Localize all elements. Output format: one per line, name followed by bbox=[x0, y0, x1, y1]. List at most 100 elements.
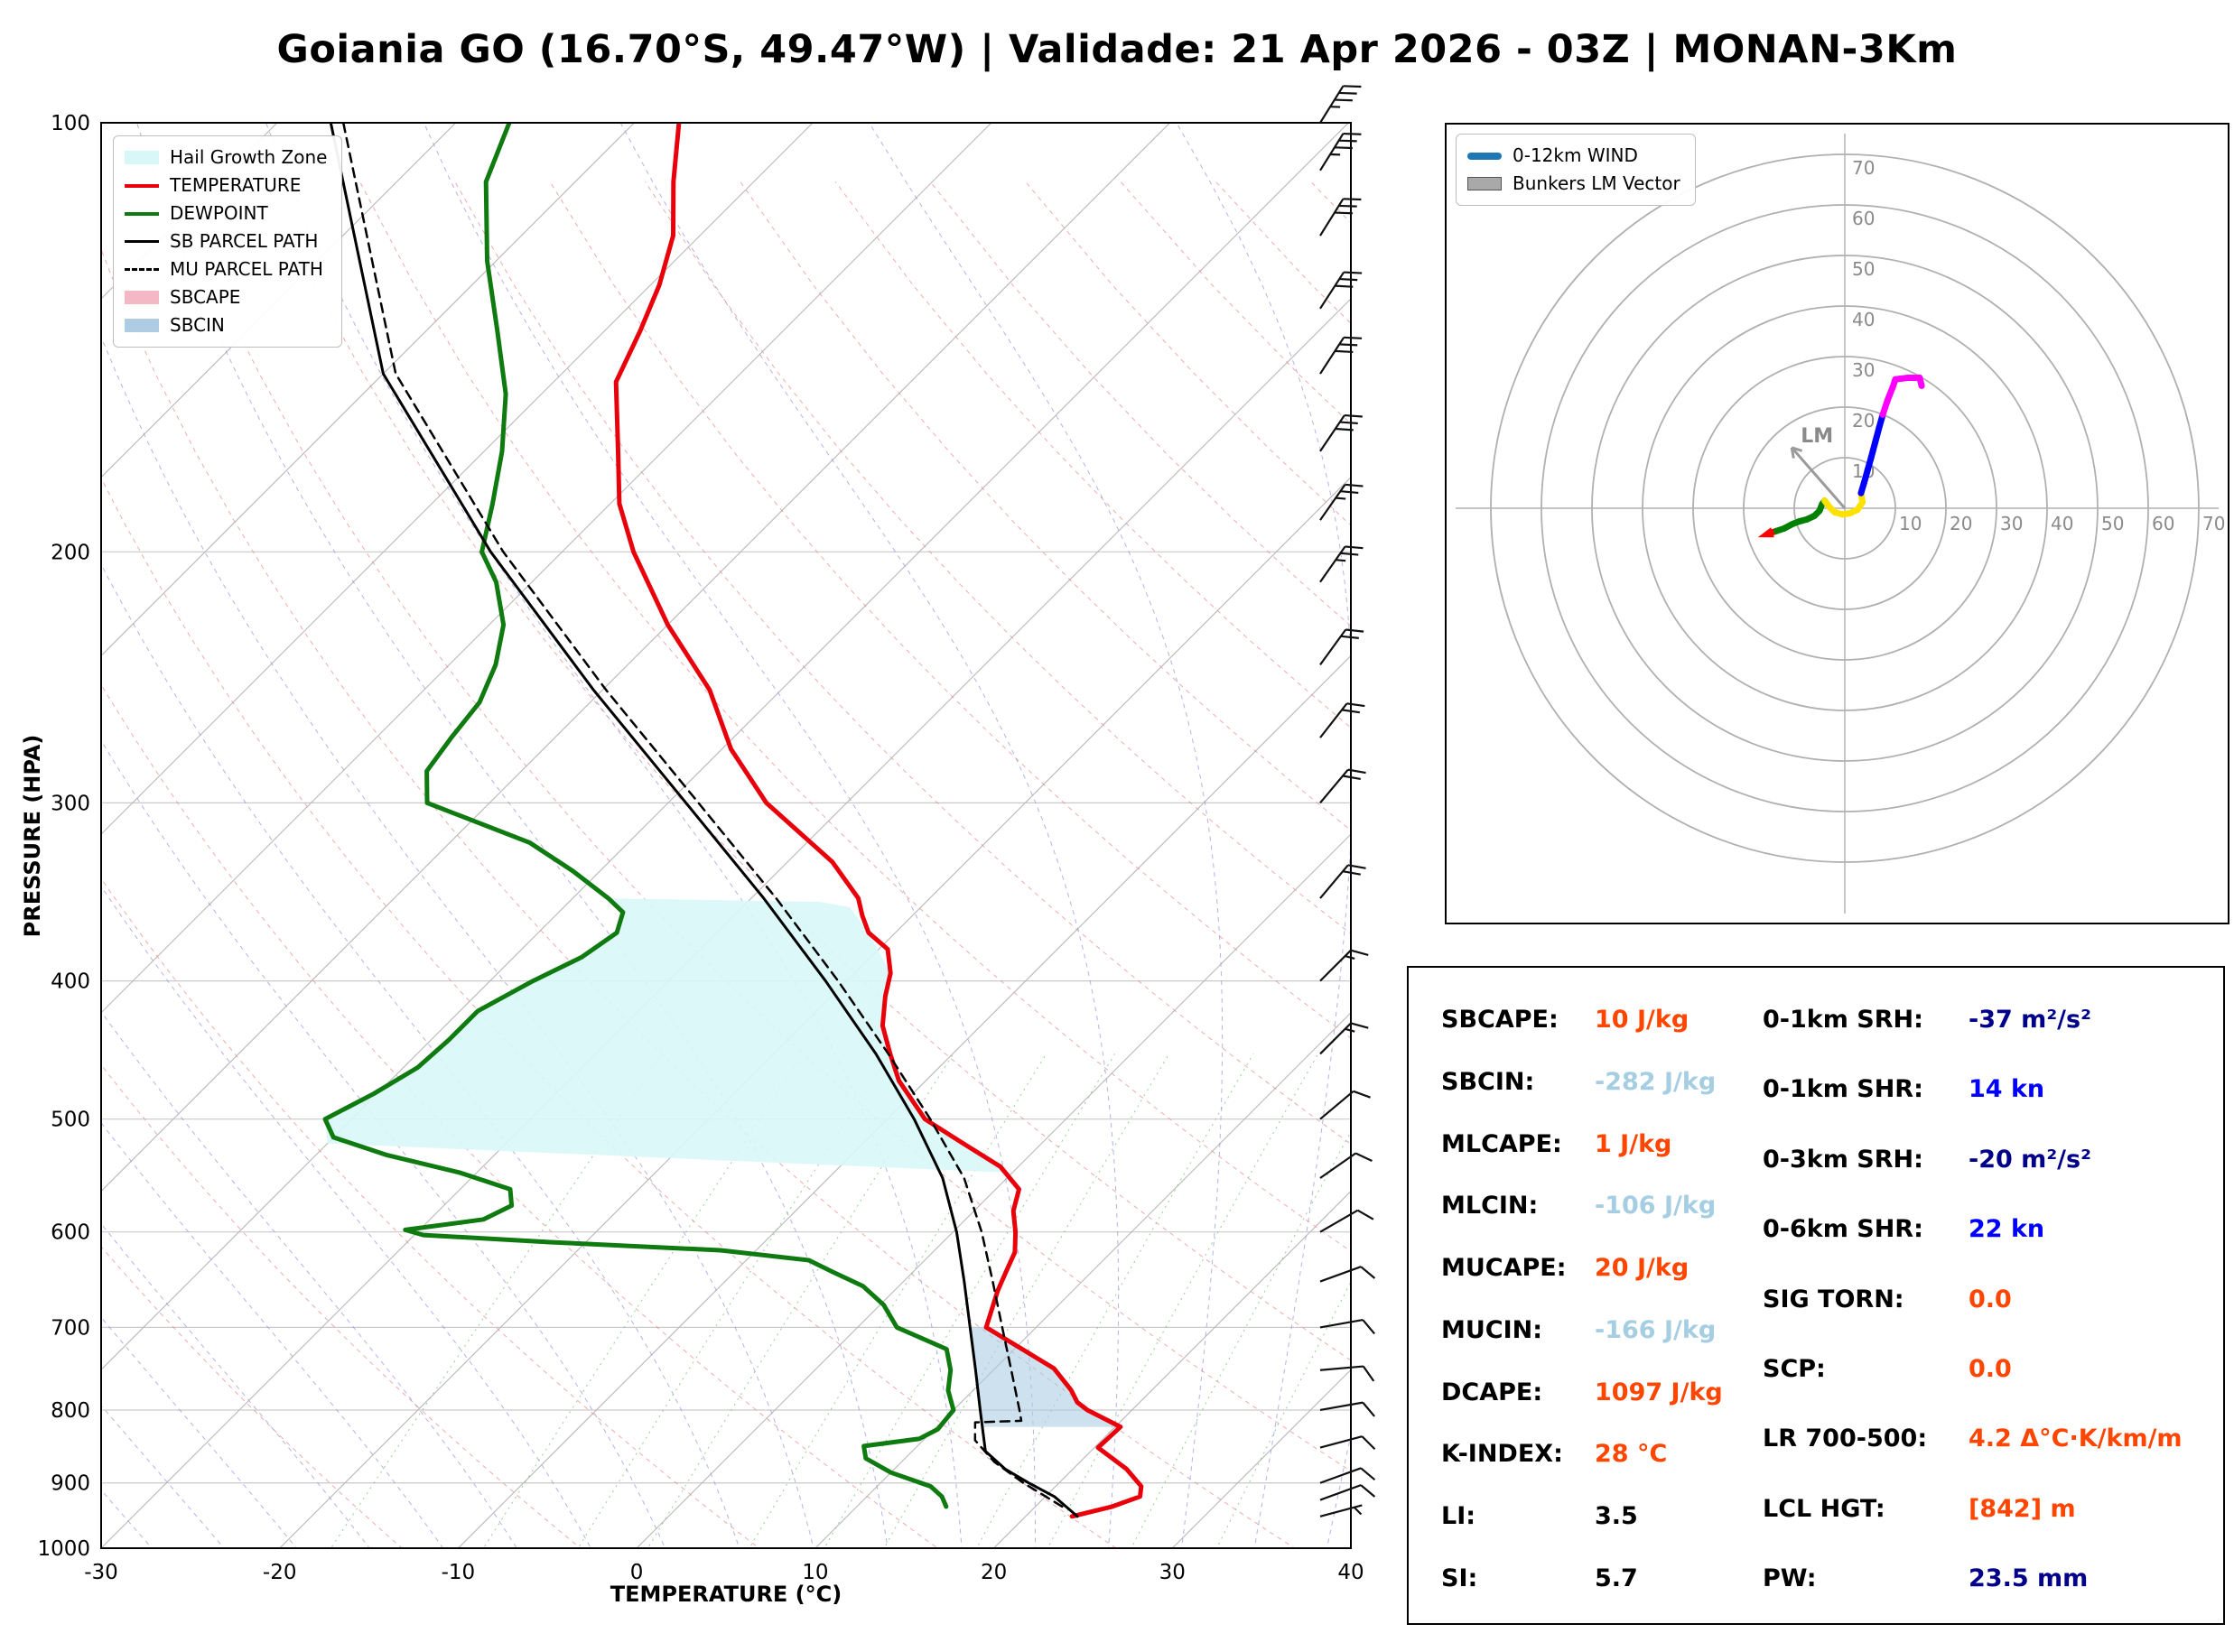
series-mu-parcel-path bbox=[341, 123, 1064, 1508]
temperature-tick-label: -30 bbox=[84, 1561, 118, 1584]
index-value: 23.5 mm bbox=[1969, 1564, 2089, 1592]
index-label: 0-6km SHR: bbox=[1763, 1215, 1923, 1244]
hodograph-ring bbox=[1490, 153, 2200, 863]
hodograph-legend: 0-12km WIND Bunkers LM Vector bbox=[1456, 134, 1696, 206]
legend-label: SBCAPE bbox=[170, 286, 241, 308]
wind-barbs bbox=[1319, 85, 1376, 1517]
temperature-tick-label: -20 bbox=[263, 1561, 297, 1584]
pressure-tick-label: 100 bbox=[51, 112, 90, 135]
index-value: 22 kn bbox=[1969, 1215, 2045, 1244]
index-row-mucape: MUCAPE: 20 J/kg bbox=[1441, 1254, 1763, 1282]
indices-panel: SBCAPE: 10 J/kg SBCIN: -282 J/kg MLCAPE:… bbox=[1407, 966, 2225, 1625]
legend-label: 0-12km WIND bbox=[1513, 144, 1638, 166]
legend-item-dewpoint: DEWPOINT bbox=[125, 200, 327, 227]
ring-label: 30 bbox=[1852, 359, 1875, 381]
index-value: -37 m²/s² bbox=[1969, 1006, 2091, 1034]
hodograph-ring bbox=[1642, 305, 2048, 711]
index-label: K-INDEX: bbox=[1441, 1440, 1563, 1469]
legend-item-temperature: TEMPERATURE bbox=[125, 172, 327, 200]
index-row-mucin: MUCIN: -166 J/kg bbox=[1441, 1316, 1763, 1344]
index-row-li: LI: 3.5 bbox=[1441, 1502, 1763, 1530]
legend-label: SB PARCEL PATH bbox=[170, 230, 319, 252]
index-row-si: SI: 5.7 bbox=[1441, 1564, 1763, 1592]
pressure-tick-label: 200 bbox=[51, 541, 90, 564]
skewt-plot-area bbox=[101, 123, 1351, 1548]
ring-label: 60 bbox=[2152, 513, 2174, 534]
legend-item-sbcin: SBCIN bbox=[125, 311, 327, 339]
sbcape-swatch-icon bbox=[125, 291, 159, 304]
index-row-0-1km-srh: 0-1km SRH: -37 m²/s² bbox=[1763, 1006, 2198, 1034]
index-value: 0.0 bbox=[1969, 1285, 2012, 1313]
index-label: LR 700-500: bbox=[1763, 1425, 1928, 1453]
pressure-tick-label: 600 bbox=[51, 1221, 90, 1245]
index-value: 1097 J/kg bbox=[1595, 1378, 1723, 1406]
dewpoint-line-swatch-icon bbox=[125, 211, 159, 216]
pressure-tick-label: 900 bbox=[51, 1472, 90, 1496]
index-row-pw: PW: 23.5 mm bbox=[1763, 1564, 2198, 1592]
index-value: 20 J/kg bbox=[1595, 1254, 1689, 1283]
page-title: Goiania GO (16.70°S, 49.47°W) | Validade… bbox=[276, 27, 1958, 72]
legend-label: TEMPERATURE bbox=[170, 174, 302, 196]
legend-item-sbcape: SBCAPE bbox=[125, 283, 327, 311]
index-row-mlcin: MLCIN: -106 J/kg bbox=[1441, 1192, 1763, 1220]
index-row-lcl-hgt: LCL HGT: [842] m bbox=[1763, 1495, 2198, 1523]
index-row-0-6km-shr: 0-6km SHR: 22 kn bbox=[1763, 1215, 2198, 1243]
index-value: 10 J/kg bbox=[1595, 1006, 1689, 1034]
pressure-tick-label: 400 bbox=[51, 970, 90, 994]
index-row-k-index: K-INDEX: 28 °C bbox=[1441, 1440, 1763, 1468]
ring-label: 10 bbox=[1899, 513, 1922, 534]
indices-right-column: 0-1km SRH: -37 m²/s² 0-1km SHR: 14 kn 0-… bbox=[1763, 1006, 2198, 1592]
index-value: 14 kn bbox=[1969, 1075, 2045, 1104]
bunkers-lm-swatch-icon bbox=[1467, 177, 1502, 190]
index-label: MLCAPE: bbox=[1441, 1129, 1562, 1158]
temperature-line-swatch-icon bbox=[125, 183, 159, 188]
index-label: 0-1km SRH: bbox=[1763, 1006, 1923, 1034]
series-dewpoint bbox=[322, 123, 956, 1509]
legend-label: SBCIN bbox=[170, 314, 225, 336]
index-label: SCP: bbox=[1763, 1354, 1826, 1383]
ring-label: 40 bbox=[2051, 513, 2073, 534]
trace-start-marker bbox=[1757, 527, 1774, 538]
series-temperature bbox=[613, 123, 1144, 1519]
bunkers-lm-vector bbox=[1791, 446, 1847, 509]
pressure-tick-label: 1000 bbox=[37, 1537, 90, 1561]
pressure-tick-label: 300 bbox=[51, 792, 90, 815]
legend-label: Bunkers LM Vector bbox=[1513, 172, 1680, 194]
indices-left-column: SBCAPE: 10 J/kg SBCIN: -282 J/kg MLCAPE:… bbox=[1441, 1006, 1763, 1592]
y-axis-label: PRESSURE (HPA) bbox=[20, 734, 45, 938]
ring-label: 70 bbox=[1852, 157, 1875, 179]
ring-label: 20 bbox=[1950, 513, 1972, 534]
ring-label: 20 bbox=[1852, 410, 1875, 432]
ring-label: 40 bbox=[1852, 309, 1875, 330]
index-row-sbcape: SBCAPE: 10 J/kg bbox=[1441, 1006, 1763, 1034]
skewt-graph-layers bbox=[101, 123, 1351, 1548]
index-label: MUCIN: bbox=[1441, 1315, 1543, 1344]
index-label: DCAPE: bbox=[1441, 1378, 1543, 1406]
index-value: 0.0 bbox=[1969, 1354, 2012, 1383]
fill-hail-growth-zone bbox=[325, 898, 1006, 1173]
index-value: -20 m²/s² bbox=[1969, 1145, 2091, 1174]
index-value: 5.7 bbox=[1595, 1564, 1638, 1592]
index-label: SBCIN: bbox=[1441, 1067, 1535, 1096]
sb-parcel-line-swatch-icon bbox=[125, 240, 159, 243]
hodograph-ring bbox=[1743, 406, 1947, 610]
index-value: -166 J/kg bbox=[1595, 1315, 1717, 1344]
index-value: 1 J/kg bbox=[1595, 1129, 1672, 1158]
index-row-dcape: DCAPE: 1097 J/kg bbox=[1441, 1378, 1763, 1406]
index-row-0-1km-shr: 0-1km SHR: 14 kn bbox=[1763, 1075, 2198, 1103]
legend-item-sb-parcel: SB PARCEL PATH bbox=[125, 227, 327, 255]
ring-label: 50 bbox=[2101, 513, 2124, 534]
hodograph-ring bbox=[1793, 457, 1896, 560]
index-value: 4.2 Δ°C·K/km/m bbox=[1969, 1425, 2183, 1453]
legend-item-hail-growth-zone: Hail Growth Zone bbox=[125, 144, 327, 172]
index-label: 0-1km SHR: bbox=[1763, 1075, 1923, 1104]
hodograph-ring bbox=[1692, 356, 1997, 661]
hodograph-ring bbox=[1541, 204, 2149, 812]
legend-item-bunkers-lm: Bunkers LM Vector bbox=[1467, 170, 1680, 198]
legend-label: MU PARCEL PATH bbox=[170, 258, 323, 280]
index-label: MUCAPE: bbox=[1441, 1254, 1567, 1283]
index-label: SIG TORN: bbox=[1763, 1285, 1904, 1313]
temperature-tick-label: -10 bbox=[442, 1561, 476, 1584]
hodograph-frame bbox=[1445, 123, 2229, 924]
